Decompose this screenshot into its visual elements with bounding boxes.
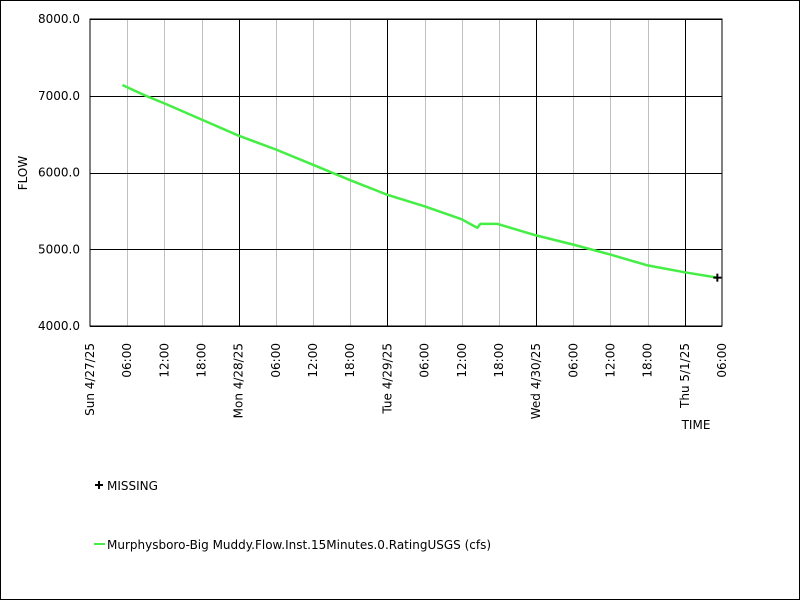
- y-tick-label: 6000.0: [38, 166, 80, 180]
- x-tick-label-time: 12:00: [306, 343, 320, 378]
- missing-marker: [713, 273, 722, 282]
- x-tick-label-time: 06:00: [715, 343, 729, 378]
- x-tick-label-date: Mon 4/28/25: [232, 343, 246, 418]
- y-tick-label: 4000.0: [38, 319, 80, 333]
- y-tick-label: 5000.0: [38, 242, 80, 256]
- x-tick-label-date: Thu 5/1/25: [678, 343, 692, 409]
- x-tick-label-time: 06:00: [418, 343, 432, 378]
- legend-missing-marker: [95, 481, 103, 489]
- x-tick-label-time: 06:00: [566, 343, 580, 378]
- series-layer: [121, 83, 722, 282]
- x-tick-label-time: 06:00: [269, 343, 283, 378]
- x-axis-title: TIME: [681, 418, 711, 432]
- x-tick-label-time: 18:00: [641, 343, 655, 378]
- x-tick-label-date: Sun 4/27/25: [83, 343, 97, 416]
- x-tick-label-date: Wed 4/30/25: [529, 343, 543, 419]
- y-tick-label: 7000.0: [38, 89, 80, 103]
- x-tick-label-time: 12:00: [604, 343, 618, 378]
- x-tick-label-date: Tue 4/29/25: [380, 343, 394, 415]
- y-axis-title: FLOW: [16, 156, 30, 191]
- x-tick-label-time: 12:00: [157, 343, 171, 378]
- legend-missing-label: MISSING: [107, 479, 158, 493]
- plot-area-border: [89, 18, 723, 327]
- y-tick-labels: 4000.0 5000.0 6000.0 7000.0 8000.0: [38, 12, 80, 333]
- x-tick-label-time: 06:00: [120, 343, 134, 378]
- series-line: [121, 83, 718, 279]
- legend: MISSING Murphysboro-Big Muddy.Flow.Inst.…: [94, 479, 491, 552]
- x-tick-label-time: 18:00: [195, 343, 209, 378]
- x-tick-labels: Sun 4/27/25 06:00 12:00 18:00 Mon 4/28/25 06:…: [83, 343, 729, 419]
- y-tick-label: 8000.0: [38, 12, 80, 26]
- legend-series-label: Murphysboro-Big Muddy.Flow.Inst.15Minute…: [107, 538, 491, 552]
- x-tick-label-time: 18:00: [343, 343, 357, 378]
- x-tick-label-time: 12:00: [455, 343, 469, 378]
- grid-lines: [90, 19, 722, 327]
- x-tick-label-time: 18:00: [492, 343, 506, 378]
